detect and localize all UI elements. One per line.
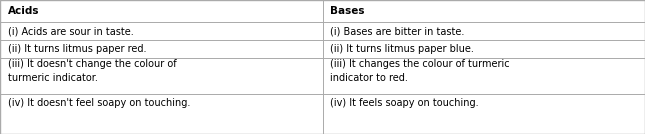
Text: (iv) It doesn't feel soapy on touching.: (iv) It doesn't feel soapy on touching. <box>8 98 190 108</box>
Text: (iii) It doesn't change the colour of
turmeric indicator.: (iii) It doesn't change the colour of tu… <box>8 59 176 83</box>
Text: (ii) It turns litmus paper blue.: (ii) It turns litmus paper blue. <box>330 44 474 54</box>
Text: (i) Acids are sour in taste.: (i) Acids are sour in taste. <box>8 26 134 36</box>
Text: (iii) It changes the colour of turmeric
indicator to red.: (iii) It changes the colour of turmeric … <box>330 59 510 83</box>
Text: (iv) It feels soapy on touching.: (iv) It feels soapy on touching. <box>330 98 479 108</box>
Text: (ii) It turns litmus paper red.: (ii) It turns litmus paper red. <box>8 44 146 54</box>
Text: Bases: Bases <box>330 6 364 16</box>
Text: Acids: Acids <box>8 6 39 16</box>
Text: (i) Bases are bitter in taste.: (i) Bases are bitter in taste. <box>330 26 464 36</box>
